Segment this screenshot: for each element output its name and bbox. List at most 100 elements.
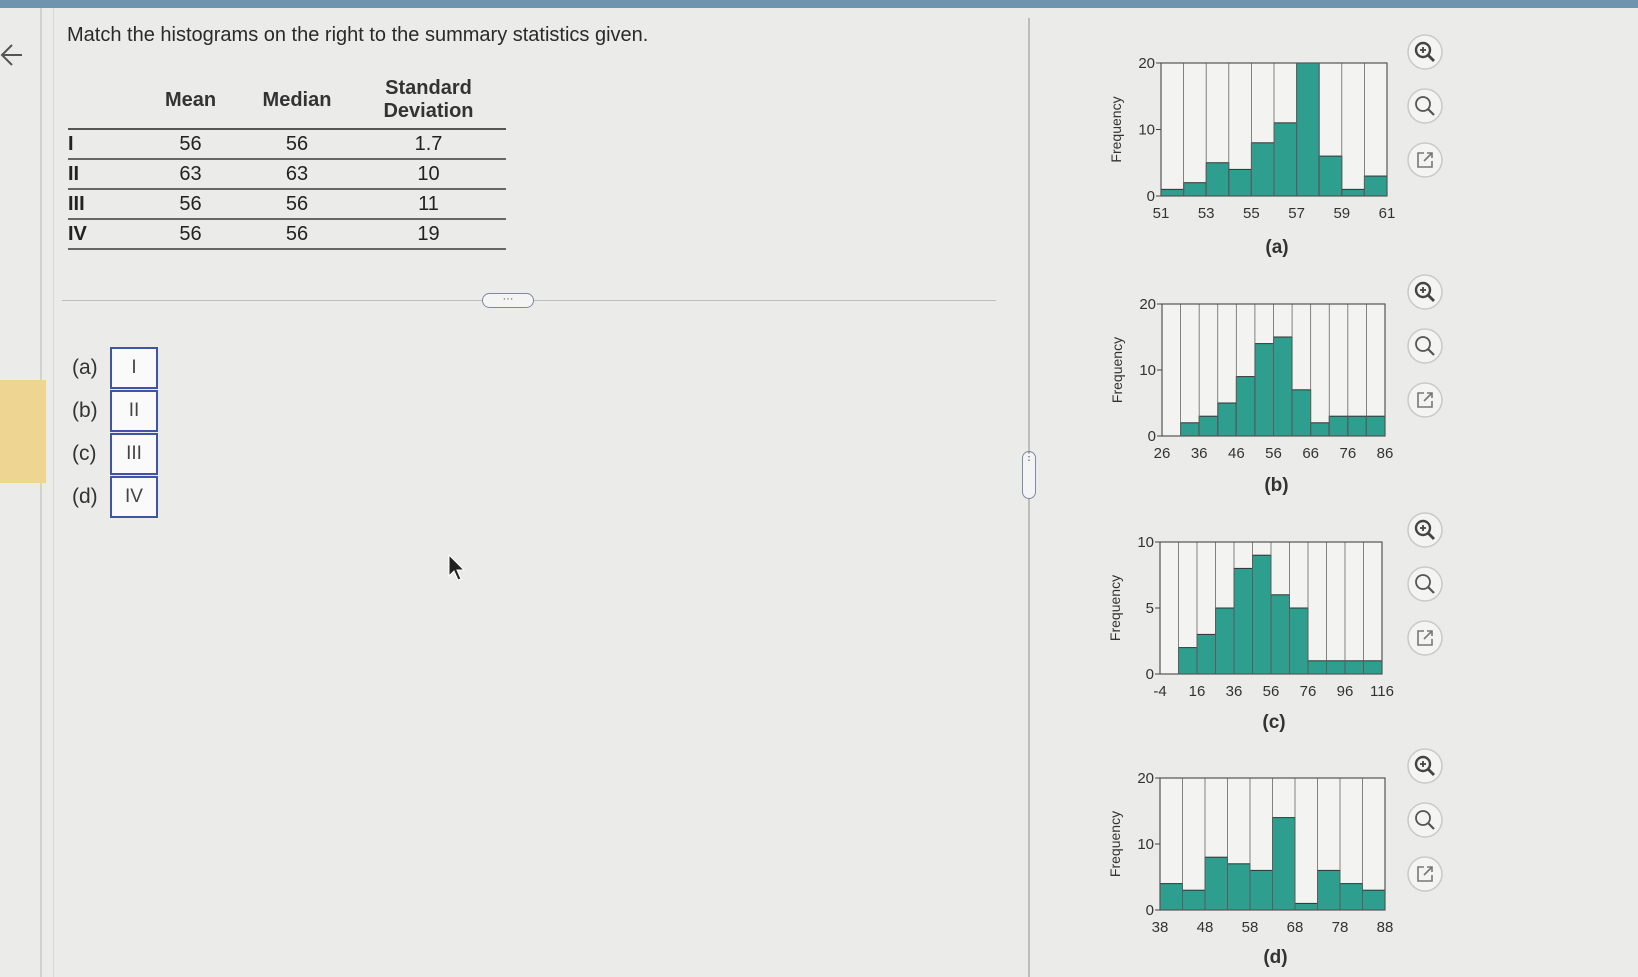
x-tick-label: 53 [1198,205,1215,222]
histogram-bar [1205,162,1230,197]
histogram-bar [1198,415,1219,437]
histogram-bar [1326,660,1346,675]
answer-dropdown-a[interactable]: I [110,347,158,389]
histogram-bar [1227,863,1251,911]
histogram-bar [1249,869,1273,911]
y-tick-label: 5 [1146,600,1154,617]
zoom-in-icon[interactable] [1407,34,1443,70]
histogram-bar [1250,142,1275,197]
answer-dropdown-c[interactable]: III [110,433,158,475]
answer-dropdown-b[interactable]: II [110,390,158,432]
histogram-bar [1328,415,1349,437]
histogram-bar [1289,607,1309,675]
y-tick-label: 10 [1138,122,1155,139]
histogram-bar [1273,336,1293,437]
x-tick-label: 88 [1377,919,1394,936]
x-tick-label: 68 [1287,919,1304,936]
chart-caption: (d) [1263,947,1287,968]
current-item-highlight[interactable] [0,380,46,483]
zoom-out-icon[interactable] [1407,328,1443,364]
histogram-bar [1341,188,1365,197]
x-tick-label: 76 [1300,683,1317,700]
open-external-icon[interactable] [1407,620,1443,656]
x-tick-label: 76 [1339,445,1356,462]
histogram-bar [1254,343,1274,437]
chart-caption: (a) [1265,237,1288,258]
row-mean: 56 [138,219,243,250]
x-tick-label: 56 [1263,683,1280,700]
x-tick-label: 61 [1379,205,1396,222]
histogram-bar [1252,554,1272,675]
row-label: II [68,159,138,190]
pane-border [53,8,54,977]
open-external-icon[interactable] [1407,142,1443,178]
histogram-bar [1344,660,1364,675]
answer-row-c: (c) III [72,433,158,475]
histogram-bar [1233,567,1253,675]
row-label: IV [68,219,138,250]
y-tick-label: 10 [1137,836,1154,853]
zoom-in-icon[interactable] [1407,512,1443,548]
row-label: I [68,129,138,160]
zoom-out-icon[interactable] [1407,88,1443,124]
x-tick-label: 56 [1265,445,1282,462]
x-tick-label: 78 [1332,919,1349,936]
table-row: II 63 63 10 [68,159,506,190]
answer-dropdown-d[interactable]: IV [110,476,158,518]
header-median: Median [243,72,351,130]
header-standard-deviation: Standard Deviation [351,72,506,130]
y-tick-label: 0 [1146,902,1154,919]
histogram-bar [1363,175,1388,197]
zoom-out-icon[interactable] [1407,802,1443,838]
y-tick-label: 10 [1139,362,1156,379]
table-row: I 56 56 1.7 [68,129,506,160]
x-tick-label: 36 [1226,683,1243,700]
histogram-bar [1183,182,1207,197]
histogram-bar [1362,889,1386,911]
top-bar [0,0,1638,8]
answer-row-b: (b) II [72,390,158,432]
question-text: Match the histograms on the right to the… [67,24,649,46]
row-mean: 63 [138,159,243,190]
histogram-bar [1365,415,1386,437]
y-axis-label: Frequency [1107,811,1123,877]
y-tick-label: 0 [1146,666,1154,683]
row-sd: 19 [351,219,506,250]
histogram-bar [1159,883,1183,911]
back-arrow-icon[interactable] [0,38,26,72]
table-row: IV 56 56 19 [68,219,506,250]
x-tick-label: 51 [1153,205,1170,222]
answer-row-a: (a) I [72,347,158,389]
y-tick-label: 20 [1138,55,1155,72]
histogram-bar [1228,168,1252,197]
nav-rail-border [40,8,42,977]
header-mean: Mean [138,72,243,130]
x-tick-label: 59 [1333,205,1350,222]
histogram-bar [1182,889,1206,911]
histogram-bar [1294,902,1318,911]
x-tick-label: 36 [1191,445,1208,462]
y-tick-label: 20 [1137,770,1154,787]
histogram-bar [1310,422,1330,437]
row-sd: 11 [351,189,506,220]
divider-resize-handle[interactable]: ··· [482,293,534,308]
zoom-out-icon[interactable] [1407,566,1443,602]
histogram-bar [1339,883,1363,911]
x-tick-label: -4 [1153,683,1166,700]
y-tick-label: 0 [1147,188,1155,205]
row-median: 56 [243,219,351,250]
pane-resize-handle[interactable]: ⋮ [1022,451,1036,499]
x-tick-label: 57 [1288,205,1305,222]
header-blank [68,72,138,130]
mouse-pointer-icon [448,554,466,581]
histogram-bar [1204,856,1228,911]
chart-caption: (b) [1264,475,1288,496]
open-external-icon[interactable] [1407,856,1443,892]
x-tick-label: 96 [1337,683,1354,700]
histogram-bar [1347,415,1367,437]
zoom-in-icon[interactable] [1407,748,1443,784]
zoom-in-icon[interactable] [1407,274,1443,310]
y-tick-label: 20 [1139,296,1156,313]
open-external-icon[interactable] [1407,382,1443,418]
y-tick-label: 0 [1148,428,1156,445]
